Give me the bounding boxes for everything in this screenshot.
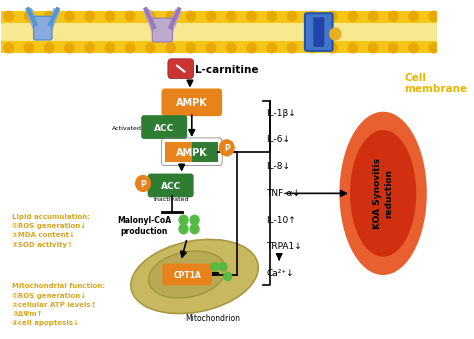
Circle shape [409, 43, 418, 53]
FancyBboxPatch shape [305, 13, 333, 51]
Circle shape [146, 11, 155, 21]
Circle shape [219, 262, 227, 271]
Text: ACC: ACC [154, 123, 174, 133]
Circle shape [287, 11, 297, 21]
FancyBboxPatch shape [162, 88, 222, 116]
Circle shape [247, 11, 256, 21]
Text: IL-8↓: IL-8↓ [266, 162, 290, 171]
Circle shape [24, 11, 34, 21]
Ellipse shape [131, 239, 258, 314]
Ellipse shape [339, 112, 427, 275]
FancyBboxPatch shape [141, 115, 187, 139]
Circle shape [210, 262, 219, 271]
Circle shape [267, 43, 276, 53]
Circle shape [267, 11, 276, 21]
Circle shape [227, 43, 236, 53]
Circle shape [330, 28, 341, 40]
Circle shape [126, 43, 135, 53]
Circle shape [207, 11, 216, 21]
Circle shape [65, 43, 74, 53]
Text: TRPA1↓: TRPA1↓ [266, 242, 302, 251]
Circle shape [85, 43, 94, 53]
Text: Ca²⁺↓: Ca²⁺↓ [266, 269, 294, 278]
Circle shape [186, 43, 195, 53]
Circle shape [308, 43, 317, 53]
Circle shape [247, 43, 256, 53]
Circle shape [166, 43, 175, 53]
Circle shape [308, 11, 317, 21]
Ellipse shape [350, 130, 416, 257]
Text: Cell
membrane: Cell membrane [404, 73, 467, 94]
Circle shape [429, 43, 438, 53]
Text: Mitochondrion: Mitochondrion [185, 314, 240, 323]
FancyBboxPatch shape [34, 16, 52, 40]
FancyBboxPatch shape [168, 59, 194, 79]
Bar [1, 11, 438, 53]
Circle shape [146, 43, 155, 53]
FancyBboxPatch shape [163, 264, 212, 285]
Circle shape [190, 215, 199, 225]
Circle shape [186, 11, 195, 21]
Circle shape [105, 43, 115, 53]
Circle shape [429, 11, 438, 21]
Text: AMPK: AMPK [176, 98, 208, 108]
Circle shape [179, 224, 188, 234]
Text: IL-10↑: IL-10↑ [266, 216, 296, 224]
Bar [165, 142, 192, 162]
Text: TNF-α↓: TNF-α↓ [266, 189, 301, 198]
Circle shape [65, 11, 74, 21]
Circle shape [24, 43, 34, 53]
Circle shape [166, 11, 175, 21]
Circle shape [224, 272, 232, 281]
Circle shape [227, 11, 236, 21]
Circle shape [207, 43, 216, 53]
Text: ACC: ACC [161, 182, 181, 191]
Circle shape [348, 11, 357, 21]
FancyBboxPatch shape [313, 17, 324, 47]
Text: P: P [140, 180, 146, 189]
Circle shape [328, 11, 337, 21]
Circle shape [4, 43, 13, 53]
Circle shape [389, 43, 398, 53]
Circle shape [85, 11, 94, 21]
Text: IL-6↓: IL-6↓ [266, 135, 290, 144]
Circle shape [45, 11, 54, 21]
FancyBboxPatch shape [152, 18, 173, 42]
Circle shape [348, 43, 357, 53]
Text: P: P [224, 144, 229, 153]
Text: Lipid accumulation:
①ROS generation↓
②MDA content↓
③SOD activity↑: Lipid accumulation: ①ROS generation↓ ②MD… [12, 214, 91, 247]
Circle shape [105, 11, 115, 21]
Circle shape [328, 43, 337, 53]
Circle shape [45, 43, 54, 53]
Text: AMPK: AMPK [176, 148, 208, 158]
Bar [1, 23, 438, 41]
Text: Activated: Activated [112, 125, 142, 131]
Circle shape [409, 11, 418, 21]
Text: KOA Synovitis
reduction: KOA Synovitis reduction [374, 158, 393, 229]
Circle shape [126, 11, 135, 21]
Circle shape [136, 176, 150, 192]
Circle shape [389, 11, 398, 21]
Text: CPT1A: CPT1A [173, 271, 201, 280]
Text: L-carnitine: L-carnitine [195, 65, 259, 75]
Circle shape [368, 43, 378, 53]
Circle shape [219, 140, 234, 156]
Bar [192, 142, 219, 162]
Text: Malonyl-CoA
production: Malonyl-CoA production [117, 216, 171, 236]
FancyBboxPatch shape [147, 174, 194, 197]
Circle shape [287, 43, 297, 53]
Text: IL-1β↓: IL-1β↓ [266, 109, 296, 118]
Circle shape [179, 215, 188, 225]
Circle shape [190, 224, 199, 234]
Text: Mitochondrial function:
①ROS generation↓
②cellular ATP levels↑
③ΔΨm↑
④cell apopt: Mitochondrial function: ①ROS generation↓… [12, 283, 105, 326]
Circle shape [4, 11, 13, 21]
Text: Inactivated: Inactivated [153, 197, 188, 202]
Ellipse shape [148, 251, 226, 298]
Circle shape [368, 11, 378, 21]
